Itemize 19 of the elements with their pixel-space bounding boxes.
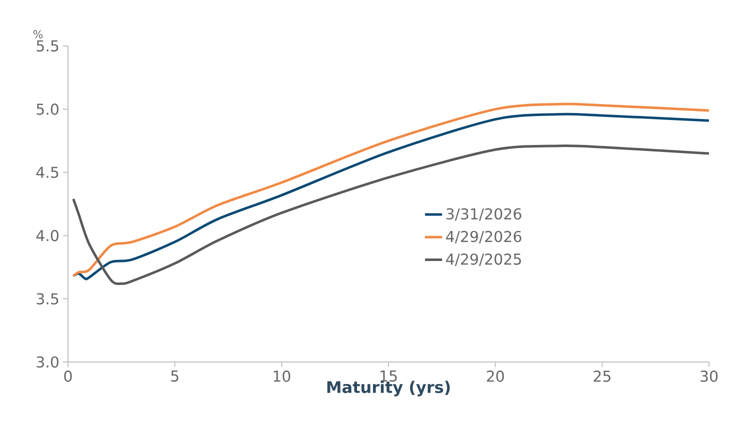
x-tick-label: 25 <box>594 370 610 382</box>
legend-label: 4/29/2026 <box>446 230 522 244</box>
x-tick-label: 0 <box>64 370 72 382</box>
y-tick-label: 4.0 <box>36 230 58 242</box>
y-tick-label: 3.0 <box>36 356 58 368</box>
y-tick-label: 3.5 <box>36 293 58 304</box>
x-axis-title: Maturity (yrs) <box>327 380 450 396</box>
x-tick-label: 10 <box>274 370 290 382</box>
line-series <box>72 144 709 286</box>
y-tick-label: 5.0 <box>36 104 58 115</box>
y-tick-label: 5.5 <box>36 40 58 52</box>
legend-label: 4/29/2025 <box>446 253 521 266</box>
legend-label: 3/31/2026 <box>446 208 522 221</box>
y-axis-title: % <box>33 30 43 38</box>
x-tick-label: 30 <box>700 370 718 382</box>
x-tick-label: 20 <box>486 370 504 382</box>
y-tick-label: 4.5 <box>36 166 58 178</box>
x-tick-label: 5 <box>171 370 178 382</box>
x-tick-label: 15 <box>380 370 397 382</box>
